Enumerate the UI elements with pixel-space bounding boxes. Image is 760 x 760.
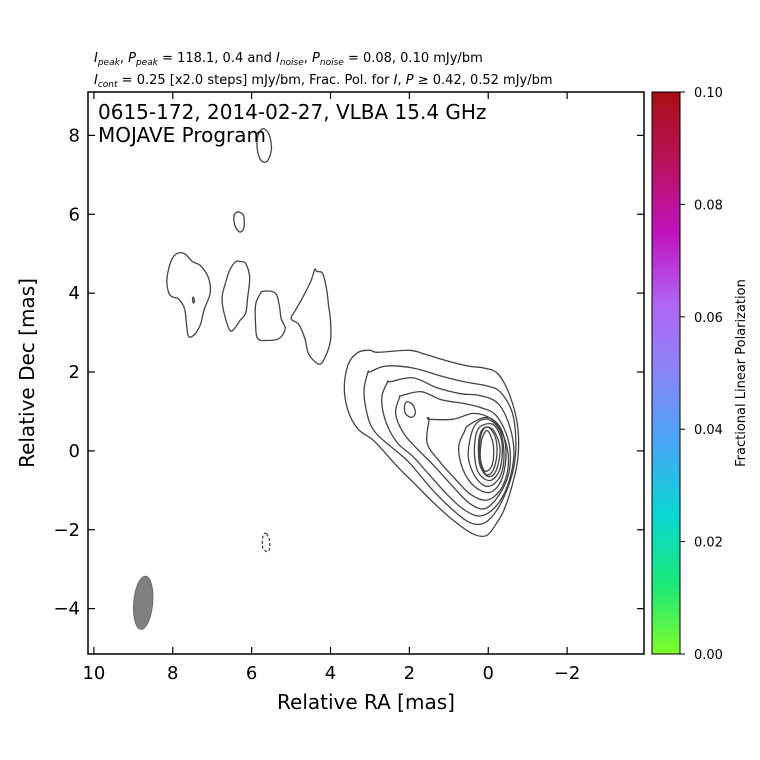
x-tick-label: 10 [82, 663, 105, 684]
source-annotation-line-1: 0615-172, 2014-02-27, VLBA 15.4 GHz [98, 100, 486, 124]
y-tick-label: −2 [53, 520, 80, 541]
cont-text: = 0.25 [x2.0 steps] mJy/bm, Frac. Pol. f… [118, 73, 394, 88]
p-noise-symbol: P [312, 51, 320, 66]
contour-level-11-10 [479, 429, 495, 472]
plot-area [88, 92, 644, 654]
colorbar-tick-label: 0.06 [694, 311, 723, 326]
x-tick-label: 2 [404, 663, 415, 684]
tick-group: 10 8 6 4 2 0 −2 −4 −2 0 2 4 6 8 [53, 92, 644, 684]
y-tick-label: 2 [69, 362, 80, 383]
i-noise-subscript: noise [280, 58, 304, 68]
contour-level-1-12 [166, 252, 212, 338]
contour-level-1-13 [191, 296, 196, 304]
p-noise-subscript: noise [320, 58, 344, 68]
y-axis-label: Relative Dec [mas] [15, 278, 39, 468]
colorbar [651, 91, 681, 655]
x-axis-label: Relative RA [mas] [277, 690, 455, 714]
contour-level-1-11 [403, 400, 417, 419]
comma-2: , [304, 51, 312, 66]
p-peak-symbol: P [128, 51, 136, 66]
source-annotation-line-2: MOJAVE Program [98, 123, 266, 147]
p-symbol: P [406, 73, 414, 88]
contour-level-7-6 [467, 418, 505, 488]
contour-level-8-7 [473, 422, 504, 482]
contour-level-1-0 [343, 349, 520, 538]
contour-level-4-3 [394, 391, 511, 510]
x-tick-label: 4 [325, 663, 336, 684]
contour-level-1-16 [290, 268, 332, 365]
plot-frame [87, 91, 645, 655]
y-tick-label: 0 [69, 441, 80, 462]
header-line-2: Icont = 0.25 [x2.0 steps] mJy/bm, Frac. … [94, 73, 553, 90]
y-tick-label: 8 [69, 125, 80, 146]
i-cont-symbol: I [94, 73, 98, 88]
p-peak-subscript: peak [135, 58, 159, 68]
contour-level-10-9 [478, 426, 498, 476]
y-tick-label: −4 [53, 599, 80, 620]
colorbar-label: Fractional Linear Polarization [734, 279, 749, 467]
peak-values: = 118.1, 0.4 and [158, 51, 276, 66]
contour-level-3-2 [381, 377, 515, 517]
i-symbol: I [394, 73, 398, 88]
beam-layer [132, 575, 154, 630]
colorbar-tick-label: 0.08 [694, 198, 723, 213]
contour-level-1-18 [256, 127, 273, 164]
y-tick-label: 4 [69, 283, 80, 304]
x-tick-label: 0 [483, 663, 494, 684]
threshold-text: ≥ 0.42, 0.52 mJy/bm [414, 73, 553, 88]
comma-3: , [398, 73, 406, 88]
header-line-1: Ipeak, Ppeak = 118.1, 0.4 and Inoise, Pn… [94, 51, 483, 68]
contour-level-9-8 [477, 426, 501, 478]
contour-level-5-4 [426, 412, 510, 501]
x-tick-label: 6 [246, 663, 257, 684]
contour-level-1-17 [233, 211, 245, 233]
colorbar-tick-label: 0.10 [694, 86, 723, 101]
contour-group [166, 127, 520, 553]
y-tick-label: 6 [69, 204, 80, 225]
beam-ellipse [132, 575, 154, 630]
contour-level-6-5 [457, 416, 507, 494]
colorbar-tick-label: 0.02 [694, 536, 723, 551]
i-cont-subscript: cont [98, 80, 118, 90]
x-tick-label: −2 [554, 663, 581, 684]
colorbar-tick-label: 0.04 [694, 423, 723, 438]
noise-values: = 0.08, 0.10 mJy/bm [344, 51, 483, 66]
colorbar-tick-label: 0.00 [694, 648, 723, 663]
contour-level--1-19 [261, 532, 271, 553]
i-peak-subscript: peak [97, 58, 121, 68]
contour-level-1-15 [254, 290, 286, 342]
contour-level-2-1 [363, 365, 517, 526]
i-noise-symbol: I [276, 51, 280, 66]
x-tick-label: 8 [167, 663, 178, 684]
colorbar-tick-group: 0.00 0.02 0.04 0.06 0.08 0.10 [680, 86, 723, 663]
contour-level-1-14 [221, 260, 251, 332]
comma-1: , [120, 51, 128, 66]
i-peak-symbol: I [94, 51, 98, 66]
